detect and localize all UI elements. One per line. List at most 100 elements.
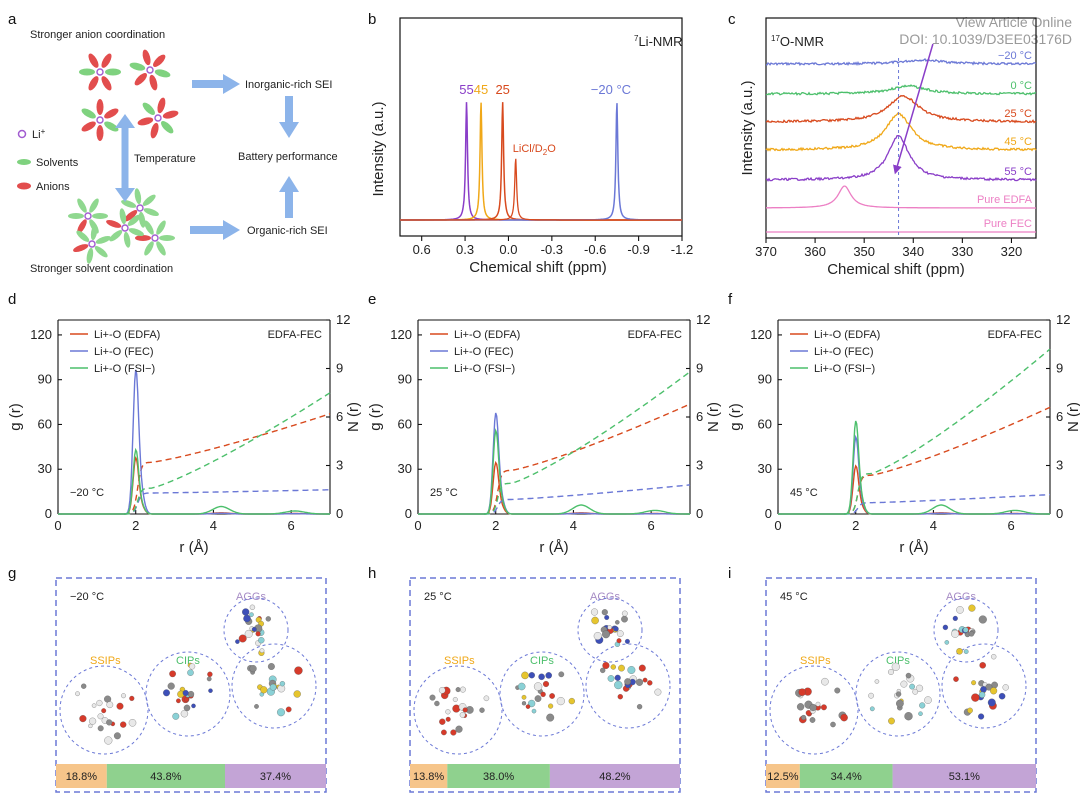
molecule-atom <box>75 691 80 697</box>
title-anion-coordination: Stronger anion coordination <box>30 29 165 41</box>
anion-molecule <box>153 54 166 67</box>
g-curve <box>778 420 1050 515</box>
y-tick-label: 30 <box>38 461 52 476</box>
anion-molecule <box>104 108 119 119</box>
molecule-atom <box>558 671 565 678</box>
molecule-atom <box>528 672 535 679</box>
molecule-atom <box>1002 684 1009 691</box>
solvent-molecule <box>121 199 137 208</box>
y2-tick-label: 6 <box>336 409 343 424</box>
panel-label-d: d <box>8 291 16 308</box>
molecule-atom <box>624 638 630 644</box>
plot-frame-b <box>399 17 683 237</box>
g-curve <box>58 456 330 515</box>
molecule-atom <box>459 686 466 693</box>
molecule-atom <box>568 697 575 705</box>
solvent-clusters <box>68 188 175 264</box>
molecule-atom <box>614 674 621 681</box>
n-curve <box>484 484 691 515</box>
legend-label: Li+-O (FSI−) <box>94 363 155 375</box>
molecule-atom <box>924 696 932 704</box>
solvent-molecule <box>127 214 141 226</box>
reference-annotation: LiCl/D2O <box>513 143 556 157</box>
cluster-circle <box>413 665 503 755</box>
label-organic-sei: Organic-rich SEI <box>247 225 328 237</box>
molecule-atom <box>593 632 602 640</box>
series-label-c: 0 °C <box>1010 80 1032 92</box>
molecule-atom <box>815 701 821 707</box>
fraction-label: 13.8% <box>413 771 444 783</box>
molecule-atom <box>434 700 440 707</box>
molecule-atom <box>635 678 644 686</box>
molecule-atom <box>963 649 969 654</box>
molecule-atom <box>525 704 531 709</box>
cip-label: CIPs <box>530 655 554 667</box>
legend-label: Li+-O (EDFA) <box>814 329 880 341</box>
fraction-bar-CIPs <box>447 764 550 788</box>
n-curve <box>124 392 331 515</box>
molecule-atom <box>163 689 170 697</box>
molecule-atom <box>128 719 137 727</box>
molecule-atom <box>549 693 555 699</box>
chart-b: 0.6 0.3 0.0 -0.3 -0.6 -0.9 -1.2 55 45 25 −20 °C LiC… <box>399 17 693 257</box>
molecule-atom <box>978 713 985 720</box>
molecule-atom <box>251 626 257 632</box>
molecule-atom <box>607 675 615 682</box>
molecule-atom <box>900 680 908 688</box>
molecule-atom <box>636 704 643 710</box>
plot-frame-c <box>765 17 1037 239</box>
molecule-atom <box>187 690 195 698</box>
molecule-atom <box>601 609 608 616</box>
reference-line <box>400 158 682 221</box>
fraction-bar-SSIPs <box>766 764 800 788</box>
anion-molecule <box>88 76 99 91</box>
legend-label: Li+-O (EDFA) <box>94 329 160 341</box>
molecule-atom <box>895 691 902 697</box>
molecule-atom <box>956 606 964 614</box>
molecule-atom <box>991 654 997 660</box>
n-curve <box>124 489 330 515</box>
molecule-atom <box>455 725 463 733</box>
cluster-circle <box>585 643 671 729</box>
molecule-atom <box>618 664 625 672</box>
molecule-atom <box>998 692 1006 700</box>
cluster-circle <box>577 597 643 663</box>
molecule-atom <box>180 710 189 718</box>
series-line-−20 °C <box>400 103 682 221</box>
y2-tick-label: 3 <box>696 458 703 473</box>
series-line-c <box>765 84 1037 96</box>
panel-label-h: h <box>368 565 376 582</box>
title-solvent-coordination: Stronger solvent coordination <box>30 263 173 275</box>
molecule-atom <box>915 684 924 692</box>
molecule-atom <box>971 680 977 686</box>
molecule-atom <box>971 693 980 702</box>
molecule-atom <box>538 673 545 681</box>
molecule-atom <box>654 688 662 696</box>
series-label-c: 55 °C <box>1004 166 1032 178</box>
anion-molecule <box>142 49 151 66</box>
molecule-atom <box>840 713 848 722</box>
molecule-atom <box>604 615 610 620</box>
solvent-molecule <box>144 220 154 235</box>
cluster-circle <box>769 665 859 755</box>
anion-molecule <box>81 108 96 119</box>
legend-label: Li+-O (FEC) <box>454 346 514 358</box>
molecule-atom <box>182 689 189 697</box>
molecule-atom <box>820 704 827 711</box>
system-label: EDFA-FEC <box>988 329 1042 341</box>
series-label-c: −20 °C <box>998 50 1032 62</box>
molecule-atom <box>244 629 253 638</box>
x-tick-label: 2 <box>132 518 139 533</box>
molecule-atom <box>293 690 301 698</box>
y2-tick-label: 3 <box>1056 458 1063 473</box>
anion-molecule <box>81 121 96 132</box>
molecule-atom <box>590 608 599 616</box>
molecule-atom <box>834 687 841 694</box>
panel-i: i 45 °C AGGs CIPs SSIPs 12.5% 34.4% 53.1% <box>728 565 1037 793</box>
legend-label: Li+-O (FSI−) <box>454 363 515 375</box>
anion-molecule <box>105 68 121 76</box>
